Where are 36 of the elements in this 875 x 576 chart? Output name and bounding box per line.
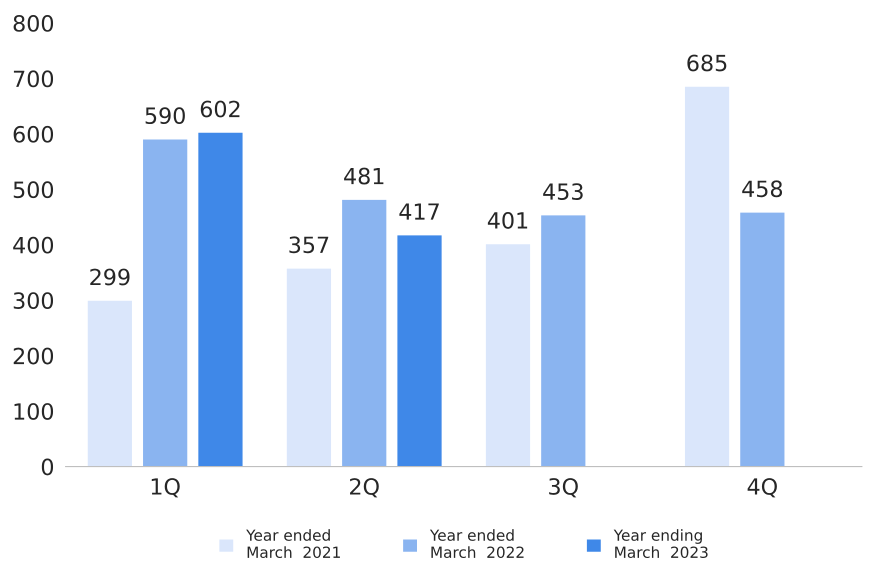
data-label: 453 (543, 183, 583, 200)
bar (486, 244, 530, 467)
data-label: 401 (488, 212, 528, 229)
bar (740, 212, 784, 467)
y-tick-label: 800 (14, 14, 54, 32)
bar (541, 215, 586, 467)
y-tick-label: 700 (14, 70, 54, 88)
y-tick-label: 200 (14, 348, 54, 364)
y-tick-label: 100 (14, 403, 54, 420)
data-label: 590 (146, 107, 185, 124)
bar (143, 139, 188, 467)
x-tick-label: 1Q (152, 478, 180, 498)
legend-label: Year ended March 2022 (430, 529, 524, 558)
y-tick-label: 600 (14, 126, 54, 143)
data-label: 458 (742, 180, 782, 198)
y-tick-label: 300 (14, 292, 54, 309)
x-tick-label: 2Q (350, 478, 379, 498)
data-label: 417 (399, 203, 439, 220)
bar (684, 86, 730, 467)
data-label: 602 (200, 100, 240, 118)
bar (397, 235, 442, 467)
bar (198, 132, 243, 467)
y-tick-label: 0 (42, 458, 54, 476)
data-label: 481 (344, 168, 384, 184)
y-tick-label: 500 (14, 181, 54, 198)
x-tick-label: 3Q (549, 478, 578, 498)
legend-label: Year ended March 2021 (246, 529, 340, 558)
y-tick-label: 400 (13, 236, 54, 254)
legend-label: Year ending March 2023 (614, 529, 708, 558)
data-label: 357 (289, 236, 328, 254)
bar (342, 200, 386, 467)
data-label: 685 (687, 54, 726, 72)
data-label: 299 (90, 268, 130, 286)
bar (88, 300, 132, 467)
bar (286, 268, 332, 467)
x-tick-label: 4Q (748, 478, 777, 498)
